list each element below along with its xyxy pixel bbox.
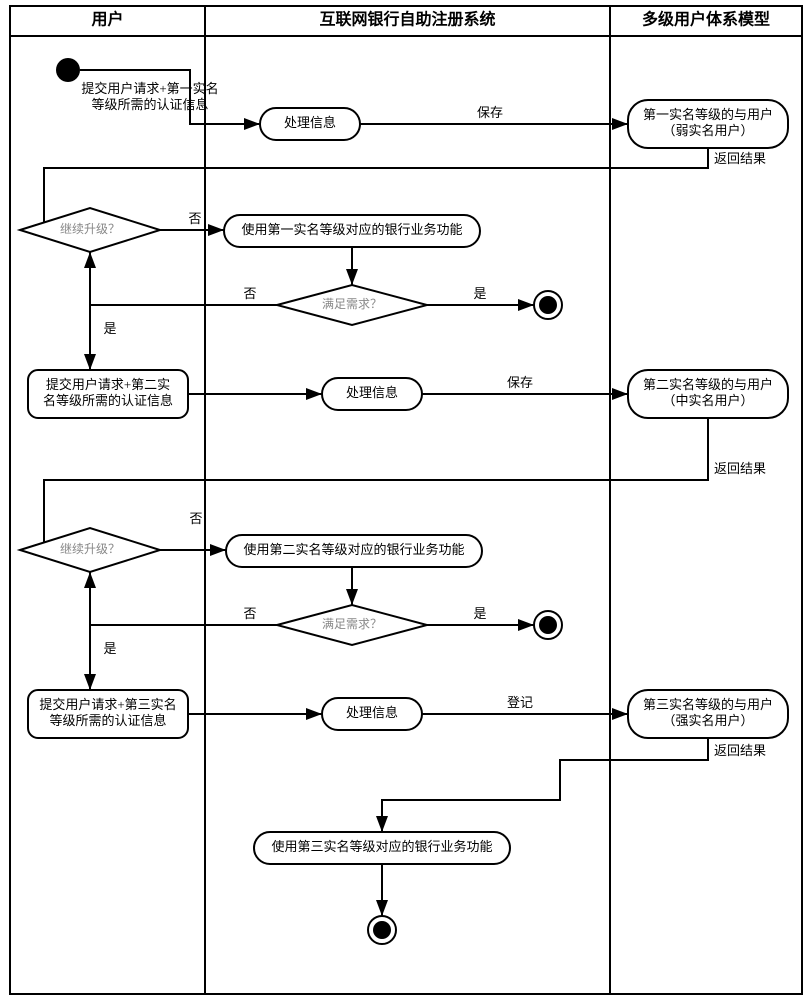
svg-text:登记: 登记 xyxy=(507,695,533,710)
e_save3_return xyxy=(382,738,708,832)
svg-text:处理信息: 处理信息 xyxy=(346,385,398,400)
svg-text:提交用户请求+第二实: 提交用户请求+第二实 xyxy=(46,377,170,392)
svg-text:满足需求？: 满足需求？ xyxy=(322,617,382,631)
svg-text:使用第二实名等级对应的银行业务功能: 使用第二实名等级对应的银行业务功能 xyxy=(243,542,464,557)
svg-text:继续升级？: 继续升级？ xyxy=(60,222,120,236)
svg-text:是: 是 xyxy=(473,606,486,621)
svg-text:保存: 保存 xyxy=(477,105,503,120)
svg-text:多级用户体系模型: 多级用户体系模型 xyxy=(642,10,770,29)
svg-text:否: 否 xyxy=(188,211,201,226)
svg-text:否: 否 xyxy=(243,286,256,301)
svg-text:互联网银行自助注册系统: 互联网银行自助注册系统 xyxy=(319,10,495,29)
svg-text:返回结果: 返回结果 xyxy=(714,461,766,476)
svg-text:保存: 保存 xyxy=(507,375,533,390)
svg-text:名等级所需的认证信息: 名等级所需的认证信息 xyxy=(43,393,173,408)
svg-text:返回结果: 返回结果 xyxy=(714,743,766,758)
svg-text:第二实名等级的与用户: 第二实名等级的与用户 xyxy=(643,377,773,392)
svg-text:（强实名用户）: （强实名用户） xyxy=(662,713,753,728)
svg-text:第一实名等级的与用户: 第一实名等级的与用户 xyxy=(643,107,773,122)
svg-text:返回结果: 返回结果 xyxy=(714,151,766,166)
svg-text:是: 是 xyxy=(473,286,486,301)
svg-text:处理信息: 处理信息 xyxy=(284,115,336,130)
svg-text:（弱实名用户）: （弱实名用户） xyxy=(662,123,753,138)
svg-text:否: 否 xyxy=(243,606,256,621)
svg-text:满足需求？: 满足需求？ xyxy=(322,297,382,311)
svg-text:提交用户请求+第三实名: 提交用户请求+第三实名 xyxy=(39,697,176,712)
svg-text:用户: 用户 xyxy=(91,10,123,29)
initial-node xyxy=(56,58,80,82)
svg-text:第三实名等级的与用户: 第三实名等级的与用户 xyxy=(643,697,773,712)
svg-text:继续升级？: 继续升级？ xyxy=(60,542,120,556)
svg-text:是: 是 xyxy=(103,641,116,656)
activity-diagram: 用户互联网银行自助注册系统多级用户体系模型保存返回结果否是否是保存返回结果否是否… xyxy=(0,0,809,1000)
e_save2_return xyxy=(20,418,708,550)
svg-text:使用第一实名等级对应的银行业务功能: 使用第一实名等级对应的银行业务功能 xyxy=(241,222,462,237)
svg-text:使用第三实名等级对应的银行业务功能: 使用第三实名等级对应的银行业务功能 xyxy=(271,839,492,854)
svg-text:提交用户请求+第一实名: 提交用户请求+第一实名 xyxy=(81,81,218,96)
svg-text:等级所需的认证信息: 等级所需的认证信息 xyxy=(49,713,166,728)
svg-text:（中实名用户）: （中实名用户） xyxy=(662,393,753,408)
svg-text:处理信息: 处理信息 xyxy=(346,705,398,720)
svg-text:等级所需的认证信息: 等级所需的认证信息 xyxy=(91,97,208,112)
svg-text:否: 否 xyxy=(189,511,202,526)
svg-text:是: 是 xyxy=(103,321,116,336)
